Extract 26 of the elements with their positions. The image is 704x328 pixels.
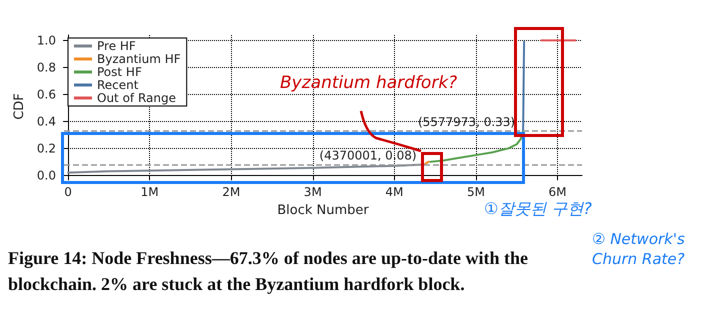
x-tick-label: 0 (64, 185, 72, 199)
annotation: (5577973, 0.33) (418, 114, 516, 129)
y-tick-label: 0.4 (36, 114, 56, 128)
legend-label: Pre HF (97, 39, 136, 53)
x-tick-label: 6M (548, 185, 567, 199)
x-axis-title: Block Number (277, 203, 370, 218)
annotation: (4370001, 0.08) (319, 148, 417, 163)
y-axis-title: CDF (12, 93, 27, 120)
legend-label: Post HF (97, 65, 142, 79)
annotation: Byzantium hardfork? (280, 73, 458, 93)
x-tick-label: 3M (304, 185, 322, 199)
x-tick-label: 4M (385, 185, 404, 199)
caption: Figure 14: Node Freshness—67.3% of nodes are up-to-date with the blockchain. 2% are stuck at the Byzantium hardfork block. (8, 248, 528, 294)
y-tick-label: 0.2 (36, 141, 56, 156)
x-tick-label: 5M (466, 185, 485, 199)
x-tick-label: 1M (140, 185, 159, 199)
y-tick-label: 0.8 (36, 60, 56, 74)
y-tick-label: 1.0 (36, 33, 56, 48)
legend-label: Recent (97, 78, 139, 92)
text: ①잘못된 구현? (484, 199, 592, 220)
x-tick-label: 2M (222, 185, 240, 199)
legend-label: Out of Range (97, 91, 176, 105)
text: ② Network's Churn Rate? (592, 229, 686, 269)
y-tick-label: 0.6 (36, 87, 56, 102)
y-tick-label: 0.0 (36, 168, 56, 182)
legend-label: Byzantium HF (97, 52, 181, 66)
